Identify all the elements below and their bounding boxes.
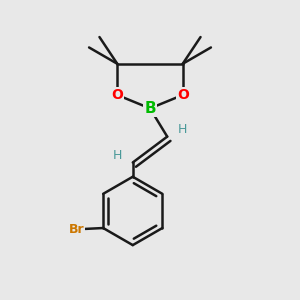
Text: H: H xyxy=(177,123,187,136)
Text: B: B xyxy=(144,101,156,116)
Text: Br: Br xyxy=(69,223,84,236)
Text: O: O xyxy=(177,88,189,102)
Text: O: O xyxy=(111,88,123,102)
Text: H: H xyxy=(113,148,123,162)
